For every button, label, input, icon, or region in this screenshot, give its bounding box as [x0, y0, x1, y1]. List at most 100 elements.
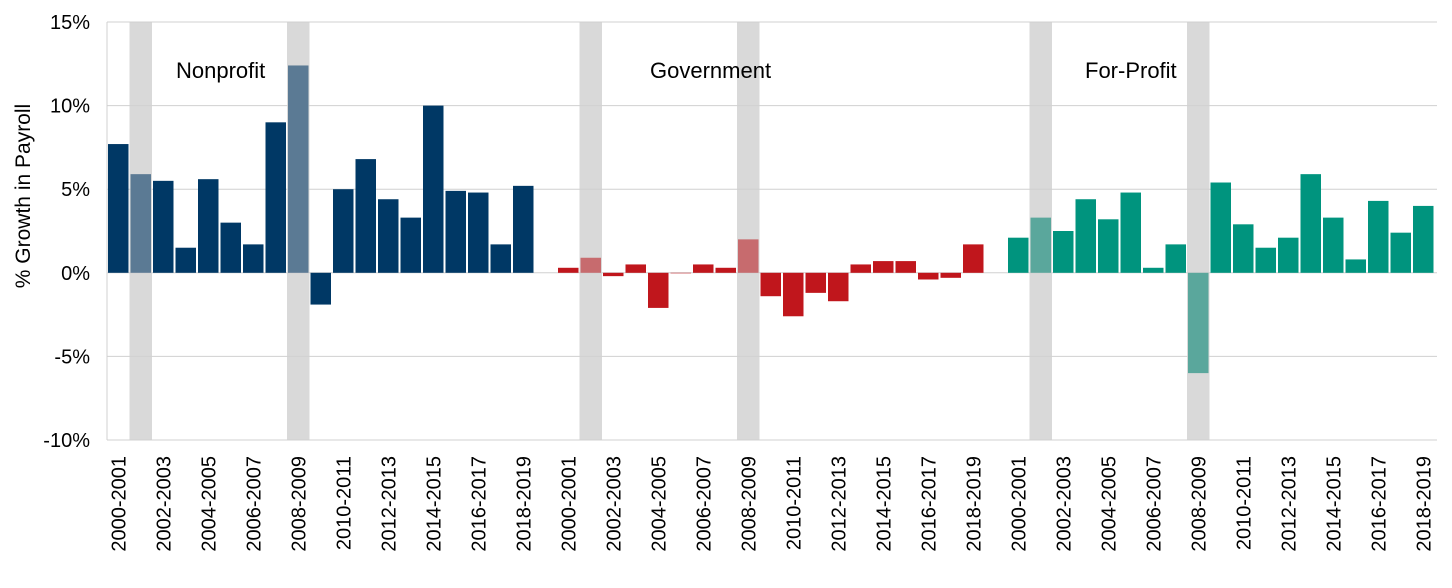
x-tick-label: 2014-2015	[423, 456, 445, 552]
bar	[400, 217, 421, 273]
bar	[963, 244, 984, 273]
bar	[333, 189, 354, 273]
bar	[828, 272, 849, 302]
x-tick-label: 2012-2013	[828, 456, 850, 552]
x-tick-label: 2018-2019	[963, 456, 985, 552]
bar	[175, 247, 196, 273]
bar	[738, 239, 759, 273]
x-tick-label: 2018-2019	[1413, 456, 1435, 552]
bar	[310, 272, 331, 305]
bar	[715, 267, 736, 273]
bar	[1075, 199, 1096, 273]
bar	[1120, 192, 1141, 273]
bar	[1323, 217, 1344, 273]
bar	[153, 180, 174, 273]
bar	[1300, 174, 1321, 273]
y-tick-label: 10%	[50, 96, 90, 118]
bar	[1390, 232, 1411, 273]
bar	[940, 272, 961, 278]
panel-label-for-profit: For-Profit	[1085, 58, 1177, 83]
x-tick-label: 2006-2007	[693, 456, 715, 552]
bar	[513, 185, 534, 273]
bar	[265, 122, 286, 273]
x-tick-label: 2016-2017	[1368, 456, 1390, 552]
bar	[1278, 237, 1299, 273]
bar	[625, 264, 646, 273]
y-axis-ticks: -10% -5% 0% 5% 10% 15%	[43, 12, 90, 452]
bar	[490, 244, 511, 273]
x-tick-label: 2000-2001	[558, 456, 580, 552]
bar	[1368, 200, 1389, 273]
bar	[1053, 231, 1074, 273]
bar	[130, 174, 151, 273]
x-tick-label: 2006-2007	[1143, 456, 1165, 552]
bar	[670, 272, 691, 274]
panel-labels: Nonprofit Government For-Profit	[176, 58, 1177, 83]
bar	[1008, 237, 1029, 273]
x-tick-label: 2014-2015	[873, 456, 895, 552]
bar	[558, 267, 579, 273]
bar	[1030, 217, 1051, 273]
x-tick-label: 2016-2017	[918, 456, 940, 552]
bar	[355, 159, 376, 273]
y-axis-title: % Growth in Payroll	[12, 104, 35, 288]
bar	[1233, 224, 1254, 273]
x-tick-label: 2000-2001	[1008, 456, 1030, 552]
x-tick-label: 2010-2011	[783, 456, 805, 550]
x-tick-label: 2010-2011	[1233, 456, 1255, 550]
bar	[648, 272, 669, 308]
recession-shading	[737, 22, 760, 440]
recession-shading	[1187, 22, 1210, 440]
y-tick-label: -10%	[43, 430, 90, 452]
x-tick-label: 2004-2005	[648, 456, 670, 552]
panel-label-government: Government	[650, 58, 771, 83]
x-tick-label: 2012-2013	[378, 456, 400, 552]
bar	[1143, 267, 1164, 273]
y-tick-label: 15%	[50, 12, 90, 34]
bar	[895, 261, 916, 273]
bar	[1098, 219, 1119, 273]
bar	[783, 272, 804, 317]
y-tick-label: 5%	[61, 179, 90, 201]
bar	[1165, 244, 1186, 273]
x-tick-label: 2006-2007	[243, 456, 265, 552]
x-tick-label: 2004-2005	[1098, 456, 1120, 552]
x-tick-label: 2012-2013	[1278, 456, 1300, 552]
bars-layer	[108, 65, 1434, 374]
bar	[1210, 182, 1231, 273]
bar	[1188, 272, 1209, 374]
x-tick-label: 2018-2019	[513, 456, 535, 552]
bar	[288, 65, 309, 273]
bar	[445, 190, 466, 273]
bar	[243, 244, 264, 273]
bar	[1345, 259, 1366, 273]
bar	[850, 264, 871, 273]
bar	[468, 192, 489, 273]
y-tick-label: 0%	[61, 263, 90, 285]
bar	[1413, 205, 1434, 273]
recession-shading	[579, 22, 602, 440]
bar	[198, 179, 219, 273]
bar	[918, 272, 939, 280]
bar	[603, 272, 624, 277]
bar	[108, 144, 129, 273]
x-tick-label: 2002-2003	[153, 456, 175, 552]
bar	[805, 272, 826, 293]
bar	[423, 105, 444, 273]
bar	[1255, 247, 1276, 273]
bar	[220, 222, 241, 273]
x-tick-label: 2002-2003	[1053, 456, 1075, 552]
x-tick-label: 2000-2001	[108, 456, 130, 552]
x-tick-label: 2008-2009	[1188, 456, 1210, 552]
bar	[873, 261, 894, 273]
x-axis-ticks: 2000-2001 2002-2003 2004-2005 2006-2007 2008…	[108, 456, 1435, 552]
bar	[760, 272, 781, 297]
panel-label-nonprofit: Nonprofit	[176, 58, 265, 83]
x-tick-label: 2002-2003	[603, 456, 625, 552]
bar	[693, 264, 714, 273]
bar	[580, 257, 601, 273]
x-tick-label: 2004-2005	[198, 456, 220, 552]
x-tick-label: 2008-2009	[738, 456, 760, 552]
x-tick-label: 2008-2009	[288, 456, 310, 552]
